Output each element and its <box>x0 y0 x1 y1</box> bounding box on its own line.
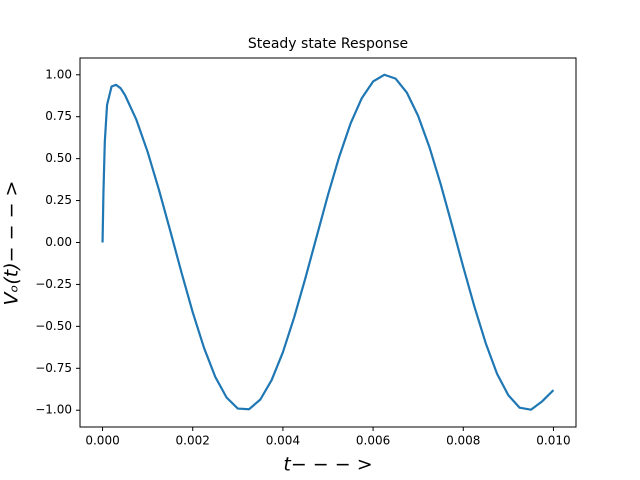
x-tick-label: 0.008 <box>446 434 480 448</box>
x-tick-label: 0.006 <box>356 434 390 448</box>
y-tick-label: 1.00 <box>45 67 72 81</box>
y-tick-label: −0.50 <box>35 319 72 333</box>
chart-title: Steady state Response <box>248 36 408 52</box>
plot-frame <box>79 57 577 428</box>
x-tick-label: 0.002 <box>176 434 210 448</box>
line-series <box>101 73 555 411</box>
y-tick-label: −0.75 <box>35 361 72 375</box>
x-tick-label: 0.004 <box>266 434 300 448</box>
x-tick-label: 0.000 <box>85 434 119 448</box>
y-tick-label: 0.00 <box>45 235 72 249</box>
y-tick-label: −0.25 <box>35 277 72 291</box>
x-tick-label: 0.010 <box>536 434 570 448</box>
y-tick-label: 0.75 <box>45 109 72 123</box>
y-axis-label: Vₒ(t)− − − > <box>1 181 23 306</box>
y-tick-label: −1.00 <box>35 403 72 417</box>
y-tick-label: 0.50 <box>45 151 72 165</box>
x-axis-label: t− − − > <box>283 454 372 476</box>
y-tick-label: 0.25 <box>45 193 72 207</box>
